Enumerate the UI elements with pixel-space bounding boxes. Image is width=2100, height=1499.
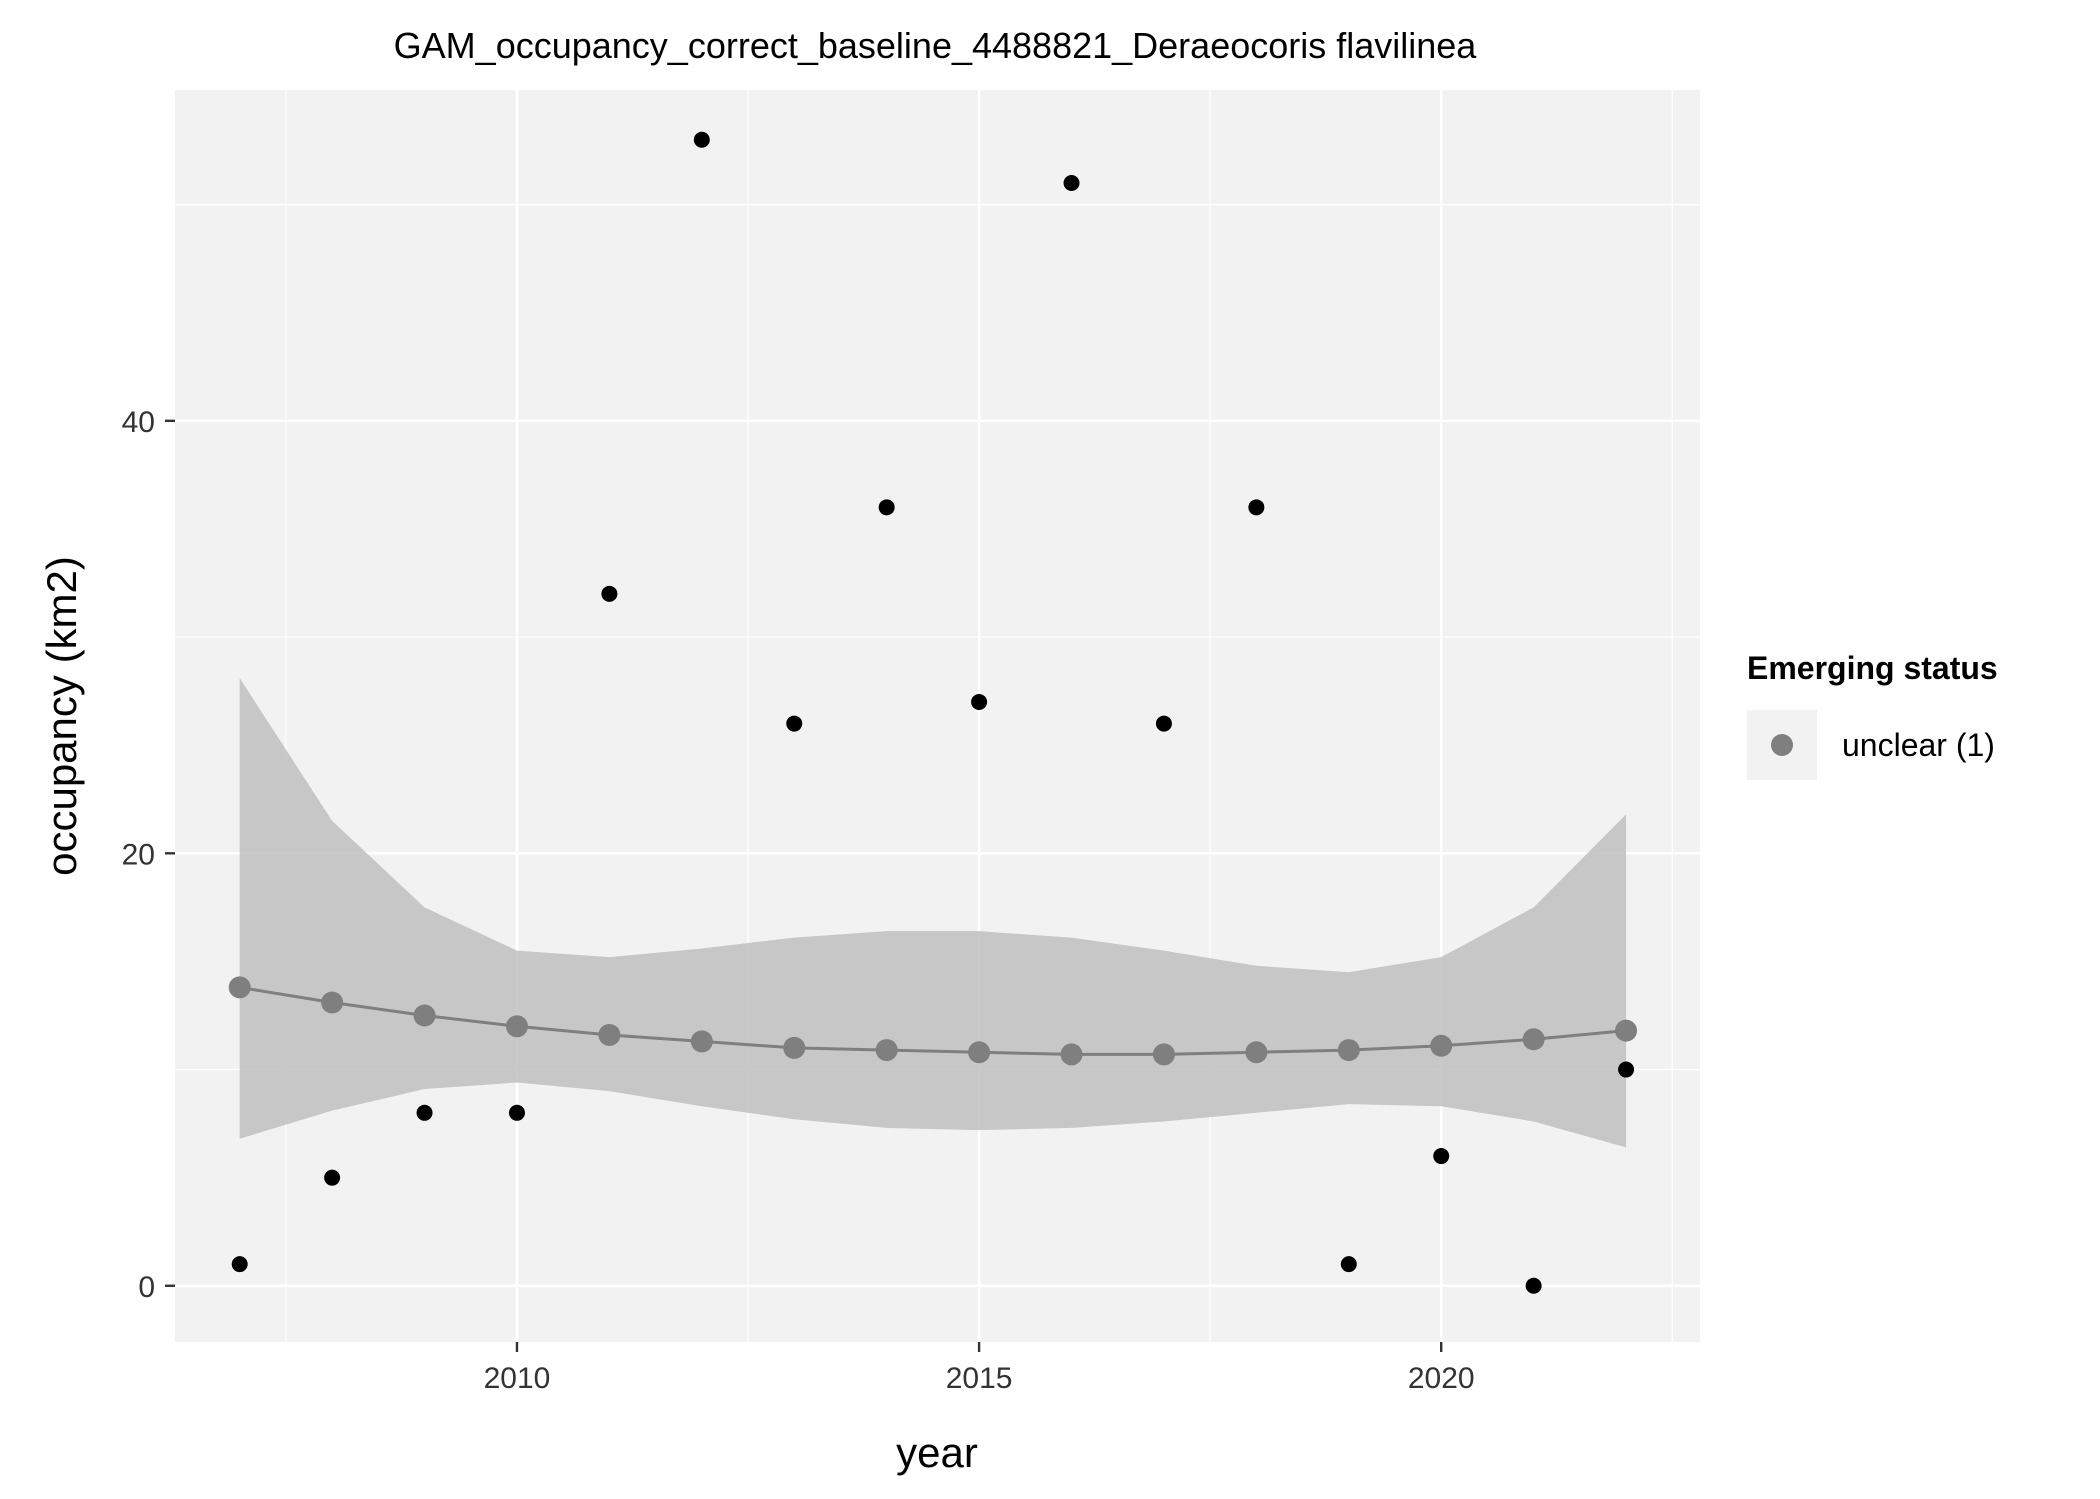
observed-point xyxy=(1063,174,1080,191)
fit-point xyxy=(1522,1028,1545,1051)
fit-line-group xyxy=(239,985,1627,1056)
fit-point xyxy=(1245,1041,1268,1064)
fit-point xyxy=(505,1015,528,1038)
x-tick-label: 2015 xyxy=(946,1362,1013,1395)
fit-point xyxy=(413,1004,436,1027)
fit-point xyxy=(1615,1019,1638,1042)
observed-point xyxy=(1525,1277,1542,1294)
y-tick-label: 40 xyxy=(122,406,155,439)
observed-point xyxy=(971,693,988,710)
observed-point xyxy=(508,1104,525,1121)
chart-title: GAM_occupancy_correct_baseline_4488821_D… xyxy=(394,25,1478,66)
fit-point xyxy=(1152,1043,1175,1066)
observed-point xyxy=(416,1104,433,1121)
fit-point xyxy=(321,991,344,1014)
observed-point xyxy=(693,131,710,148)
observed-point xyxy=(1248,499,1265,516)
y-tick-label: 0 xyxy=(138,1271,155,1304)
x-axis: 2010 2015 2020 xyxy=(484,1342,1475,1395)
fit-points xyxy=(228,976,1638,1066)
fit-point xyxy=(1337,1039,1360,1062)
plot-panel xyxy=(175,90,1700,1342)
legend-title: Emerging status xyxy=(1747,650,1998,686)
x-axis-title: year xyxy=(896,1429,978,1476)
observed-point xyxy=(1618,1061,1635,1078)
confidence-ribbon xyxy=(239,678,1627,1148)
observed-points xyxy=(231,131,1635,1294)
legend-label: unclear (1) xyxy=(1842,727,1995,763)
observed-point xyxy=(1433,1148,1450,1165)
x-tick-label: 2020 xyxy=(1408,1362,1475,1395)
fit-point xyxy=(968,1041,991,1064)
y-axis: 0 20 40 xyxy=(122,406,175,1304)
confidence-ribbon-group xyxy=(239,678,1627,1148)
observed-point xyxy=(601,585,618,602)
observed-point xyxy=(786,715,803,732)
fit-point xyxy=(875,1039,898,1062)
legend-key-point xyxy=(1771,734,1793,756)
legend: Emerging status unclear (1) xyxy=(1747,650,1998,780)
y-axis-title: occupancy (km2) xyxy=(38,556,85,876)
observed-point xyxy=(1340,1256,1357,1273)
x-tick-label: 2010 xyxy=(484,1362,551,1395)
fit-point xyxy=(690,1030,713,1053)
fit-point xyxy=(783,1036,806,1059)
fit-point xyxy=(1430,1034,1453,1057)
observed-point xyxy=(1155,715,1172,732)
observed-point xyxy=(231,1256,248,1273)
observed-point xyxy=(324,1169,341,1186)
fit-line xyxy=(239,985,1627,1056)
grid-major xyxy=(175,90,1700,1342)
observed-point xyxy=(878,499,895,516)
fit-point xyxy=(1060,1043,1083,1066)
fit-point xyxy=(228,976,251,999)
fit-point xyxy=(598,1023,621,1046)
y-tick-label: 20 xyxy=(122,838,155,871)
